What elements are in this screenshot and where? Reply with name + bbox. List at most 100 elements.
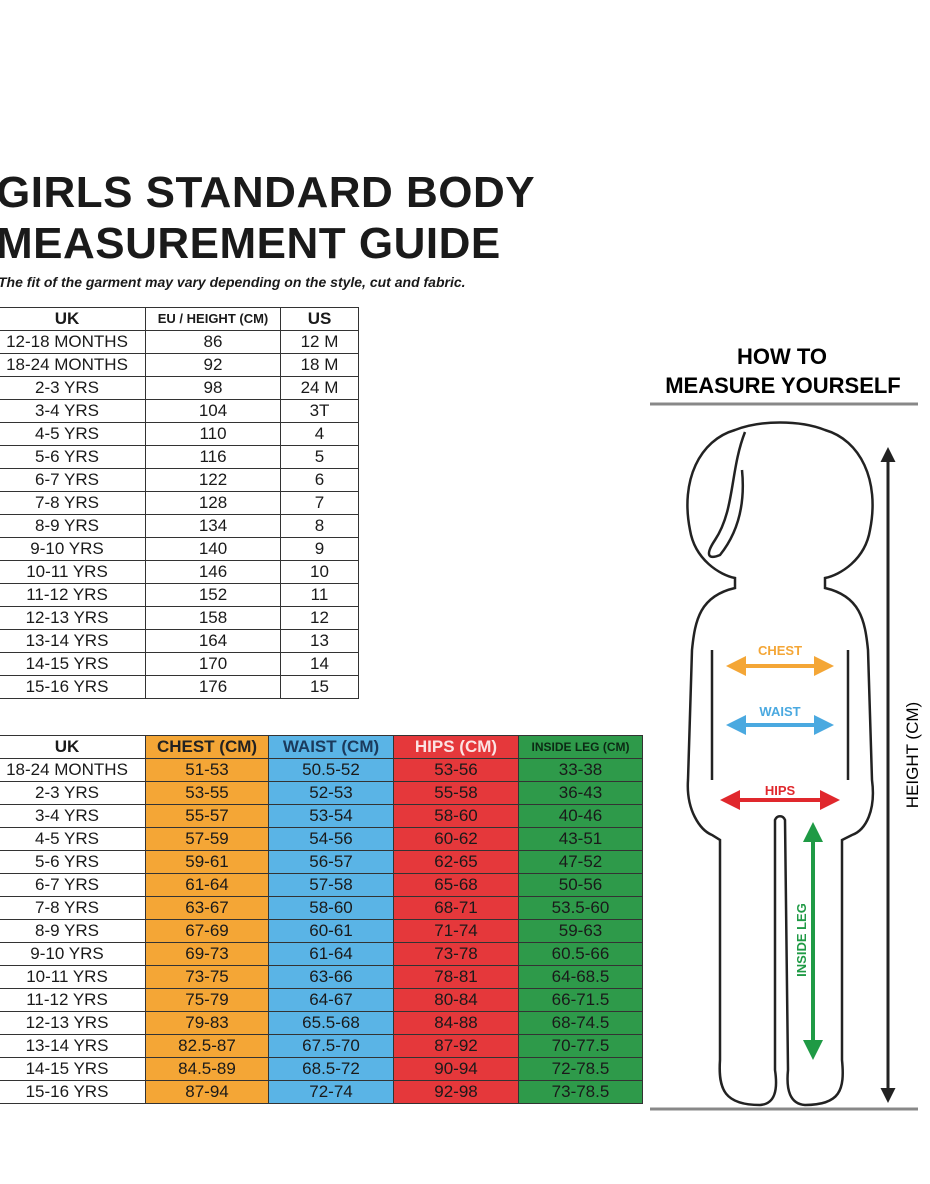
cell: 75-79 — [145, 988, 269, 1012]
cell: 33-38 — [518, 758, 643, 782]
cell: 10-11 YRS — [0, 965, 146, 989]
cell: 11-12 YRS — [0, 583, 146, 607]
cell: 61-64 — [268, 942, 394, 966]
title: MEASUREMENT GUIDE — [0, 219, 501, 268]
cell: 4-5 YRS — [0, 422, 146, 446]
cell: 55-58 — [393, 781, 519, 805]
cell: 116 — [145, 445, 281, 469]
cell: 15-16 YRS — [0, 1080, 146, 1104]
figure-outline — [686, 421, 875, 1107]
header-row: UK CHEST (CM) WAIST (CM) HIPS (CM) INSIDE LE… — [0, 735, 643, 759]
cell: 84.5-89 — [145, 1057, 269, 1081]
cell: 11 — [280, 583, 359, 607]
cell: 14 — [280, 652, 359, 676]
header-row: UK EU / HEIGHT (CM) US — [0, 307, 359, 331]
cell: 86 — [145, 330, 281, 354]
cell: 134 — [145, 514, 281, 538]
cell: 9-10 YRS — [0, 537, 146, 561]
cell: 98 — [145, 376, 281, 400]
cell: 84-88 — [393, 1011, 519, 1035]
cell: 15 — [280, 675, 359, 699]
cell: 73-78 — [393, 942, 519, 966]
row: 8-9 YRS 134 8 — [0, 514, 359, 538]
cell: 146 — [145, 560, 281, 584]
cell: 170 — [145, 652, 281, 676]
cell: 14-15 YRS — [0, 1057, 146, 1081]
cell: 87-94 — [145, 1080, 269, 1104]
cell: 53.5-60 — [518, 896, 643, 920]
cell: 58-60 — [268, 896, 394, 920]
cell: 72-78.5 — [518, 1057, 643, 1081]
row: 12-13 YRS 158 12 — [0, 606, 359, 630]
height-label: HEIGHT (CM) — [903, 702, 922, 808]
waist-label: WAIST — [759, 704, 800, 719]
cell: 12-13 YRS — [0, 606, 146, 630]
cell: 18 M — [280, 353, 359, 377]
cell: 47-52 — [518, 850, 643, 874]
cell: 61-64 — [145, 873, 269, 897]
row: 4-5 YRS 57-59 54-56 60-62 43-51 — [0, 827, 643, 851]
row: 5-6 YRS 59-61 56-57 62-65 47-52 — [0, 850, 643, 874]
cell: 18-24 MONTHS — [0, 353, 146, 377]
cell: 122 — [145, 468, 281, 492]
row: 2-3 YRS 53-55 52-53 55-58 36-43 — [0, 781, 643, 805]
cell: 64-67 — [268, 988, 394, 1012]
row: 11-12 YRS 75-79 64-67 80-84 66-71.5 — [0, 988, 643, 1012]
row: 2-3 YRS 98 24 M — [0, 376, 359, 400]
cell: 53-54 — [268, 804, 394, 828]
row: 10-11 YRS 73-75 63-66 78-81 64-68.5 — [0, 965, 643, 989]
cell: 60-62 — [393, 827, 519, 851]
cell: 9-10 YRS — [0, 942, 146, 966]
cell: 2-3 YRS — [0, 376, 146, 400]
cell: 87-92 — [393, 1034, 519, 1058]
title: GIRLS STANDARD BODY — [0, 168, 536, 217]
cell: 13 — [280, 629, 359, 653]
row: 9-10 YRS 140 9 — [0, 537, 359, 561]
cell: 8-9 YRS — [0, 514, 146, 538]
cell: 53-55 — [145, 781, 269, 805]
header-cell: HIPS (CM) — [393, 735, 519, 759]
cell: 51-53 — [145, 758, 269, 782]
cell: 176 — [145, 675, 281, 699]
row: 3-4 YRS 104 3T — [0, 399, 359, 423]
cell: 73-75 — [145, 965, 269, 989]
body-table: UK CHEST (CM) WAIST (CM) HIPS (CM) INSIDE LE… — [0, 735, 643, 1104]
row: 13-14 YRS 82.5-87 67.5-70 87-92 70-77.5 — [0, 1034, 643, 1058]
cell: 5-6 YRS — [0, 445, 146, 469]
cell: 110 — [145, 422, 281, 446]
cell: 56-57 — [268, 850, 394, 874]
cell: 82.5-87 — [145, 1034, 269, 1058]
cell: 53-56 — [393, 758, 519, 782]
row: 15-16 YRS 176 15 — [0, 675, 359, 699]
header-cell: CHEST (CM) — [145, 735, 269, 759]
diagram-title: HOW TO — [737, 344, 827, 369]
row: 6-7 YRS 122 6 — [0, 468, 359, 492]
cell: 10 — [280, 560, 359, 584]
cell: 67-69 — [145, 919, 269, 943]
header-cell: UK — [0, 735, 146, 759]
cell: 90-94 — [393, 1057, 519, 1081]
row: 8-9 YRS 67-69 60-61 71-74 59-63 — [0, 919, 643, 943]
row: 18-24 MONTHS 92 18 M — [0, 353, 359, 377]
cell: 50-56 — [518, 873, 643, 897]
cell: 64-68.5 — [518, 965, 643, 989]
cell: 68-74.5 — [518, 1011, 643, 1035]
chest-label: CHEST — [758, 643, 802, 658]
cell: 80-84 — [393, 988, 519, 1012]
cell: 11-12 YRS — [0, 988, 146, 1012]
cell: 66-71.5 — [518, 988, 643, 1012]
cell: 69-73 — [145, 942, 269, 966]
cell: 73-78.5 — [518, 1080, 643, 1104]
row: 6-7 YRS 61-64 57-58 65-68 50-56 — [0, 873, 643, 897]
row: 7-8 YRS 63-67 58-60 68-71 53.5-60 — [0, 896, 643, 920]
row: 10-11 YRS 146 10 — [0, 560, 359, 584]
cell: 71-74 — [393, 919, 519, 943]
cell: 78-81 — [393, 965, 519, 989]
cell: 14-15 YRS — [0, 652, 146, 676]
diagram-title: MEASURE YOURSELF — [665, 373, 901, 398]
cell: 63-66 — [268, 965, 394, 989]
row: 11-12 YRS 152 11 — [0, 583, 359, 607]
cell: 4-5 YRS — [0, 827, 146, 851]
cell: 10-11 YRS — [0, 560, 146, 584]
